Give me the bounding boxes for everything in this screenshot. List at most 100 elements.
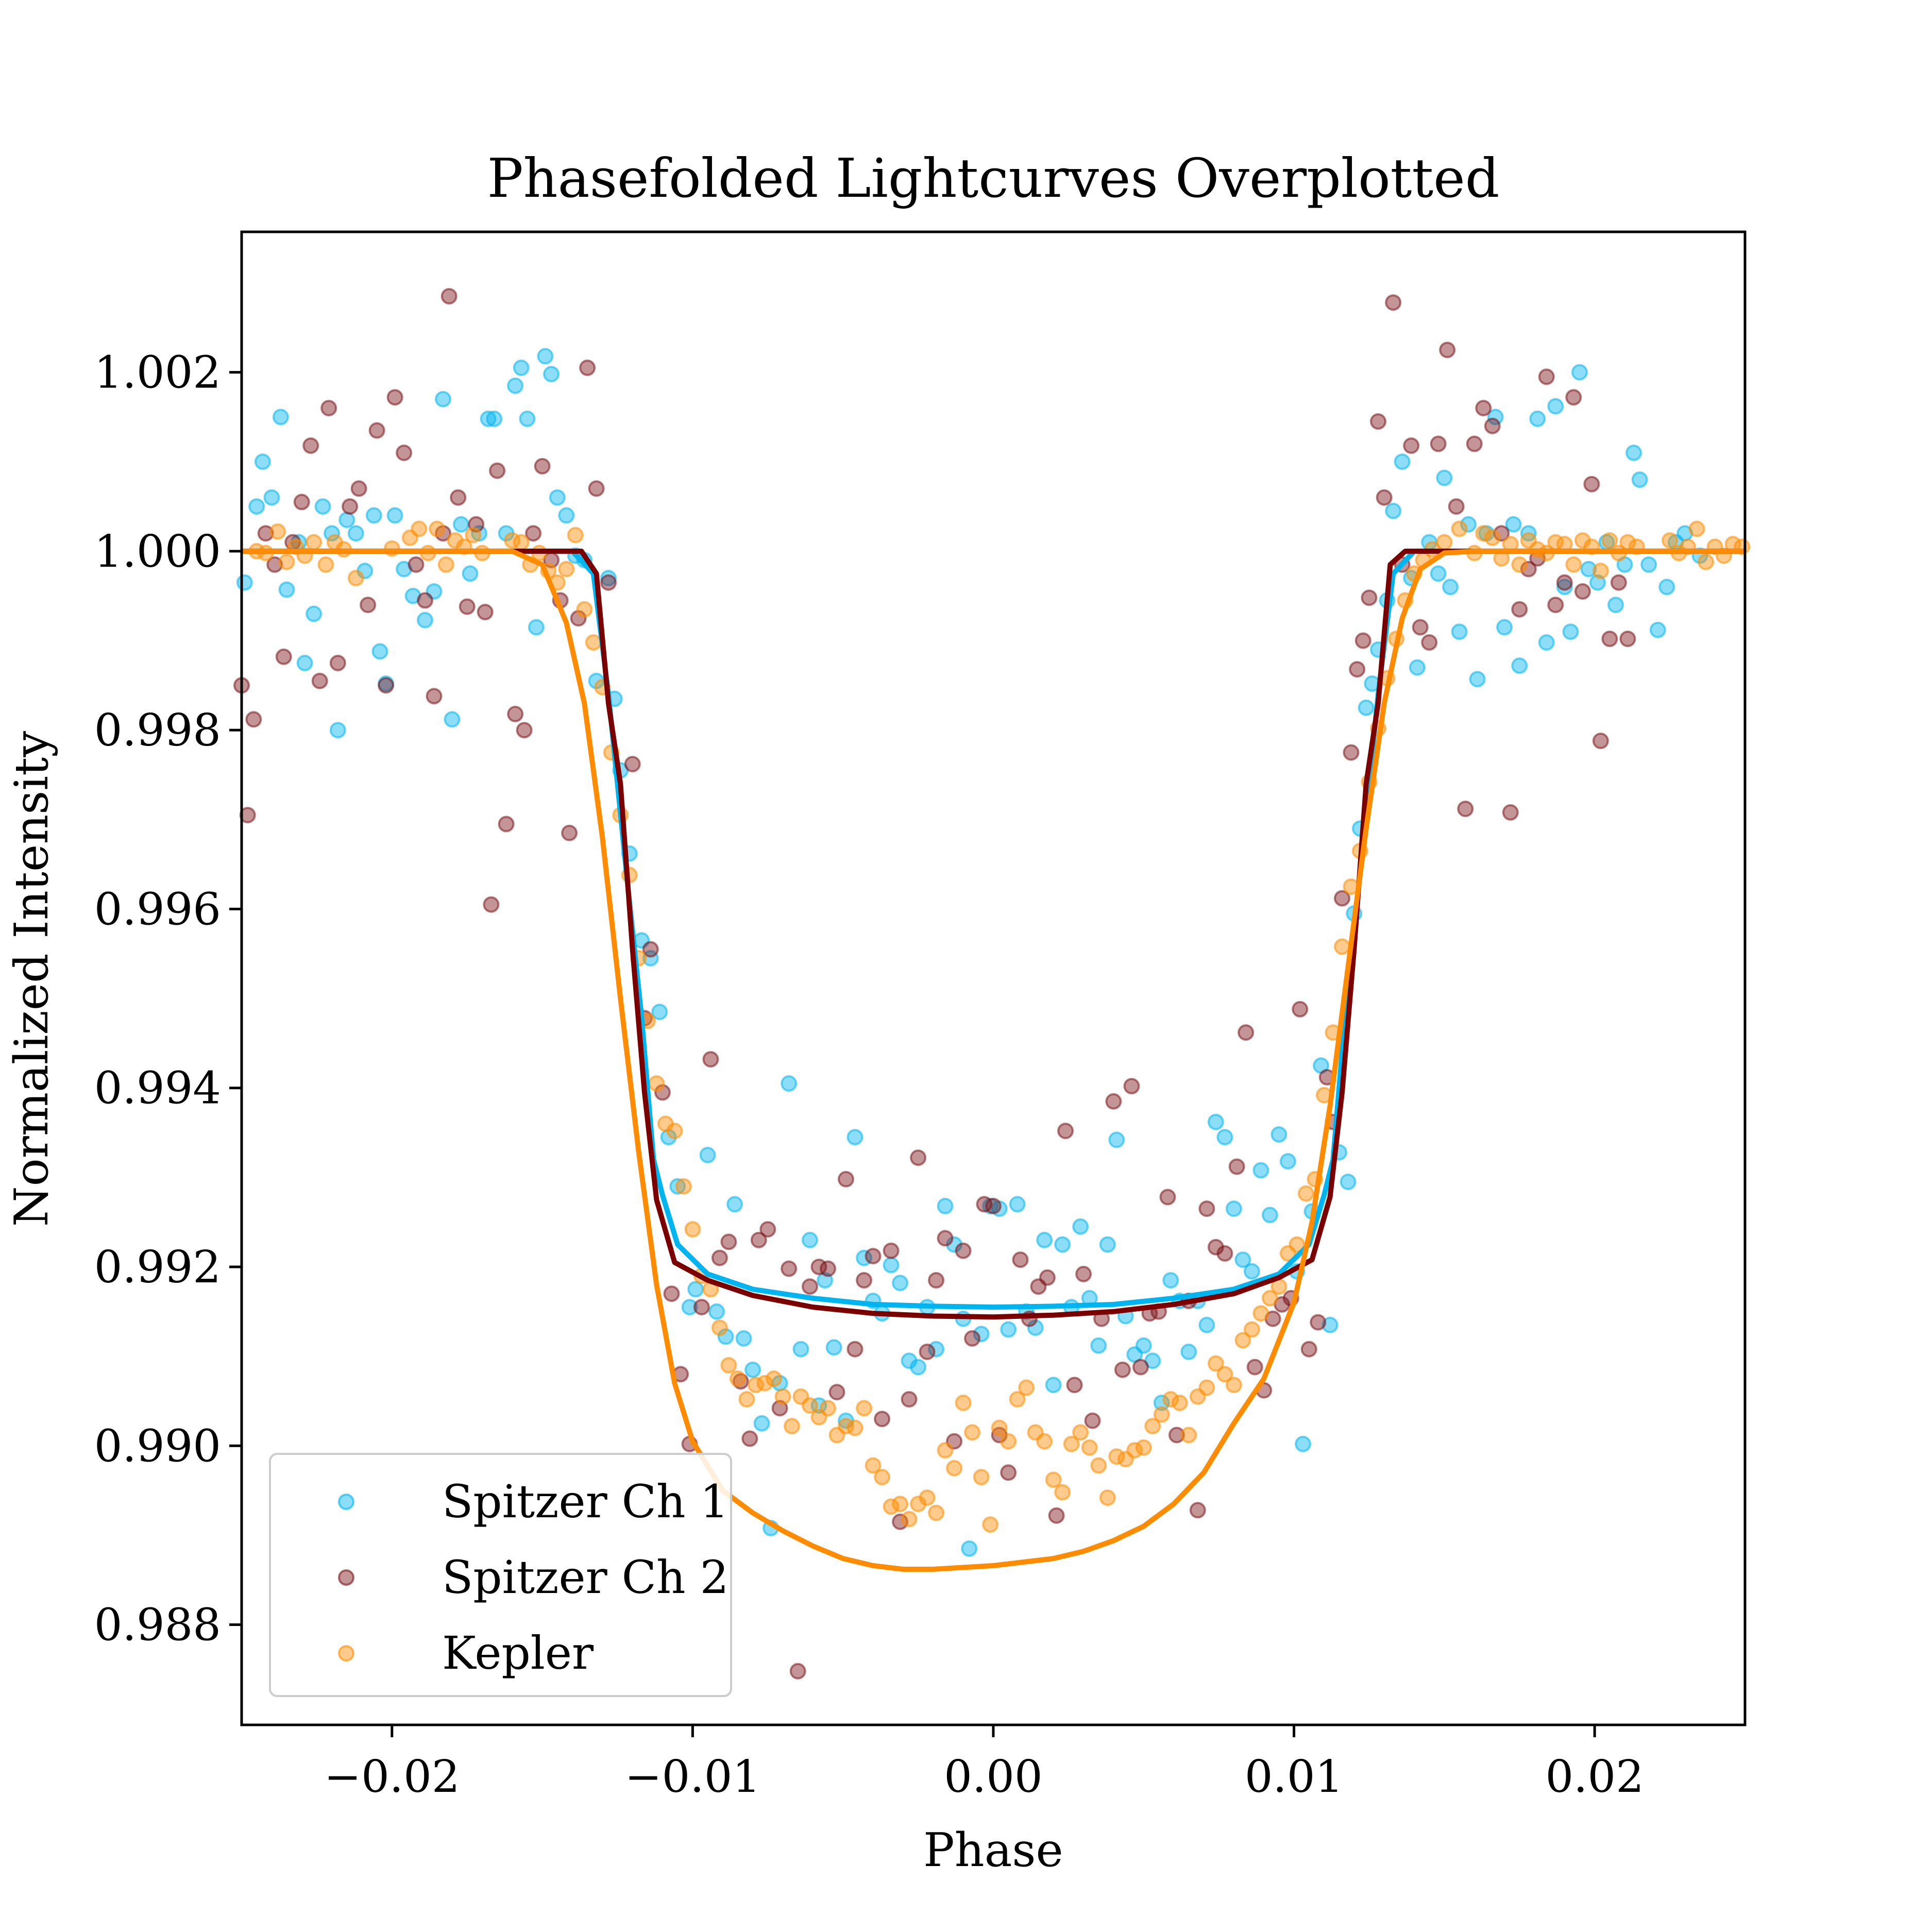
data-point xyxy=(1036,1231,1053,1248)
data-point xyxy=(1045,1377,1062,1394)
legend-label-spitzer-ch-2: Spitzer Ch 2 xyxy=(442,1551,729,1604)
data-point xyxy=(1114,1361,1131,1378)
data-point xyxy=(1370,413,1386,430)
data-point xyxy=(874,1411,891,1428)
data-point xyxy=(411,520,428,537)
data-point xyxy=(1252,1305,1269,1322)
data-point xyxy=(1496,619,1513,636)
data-point xyxy=(269,523,286,540)
data-point xyxy=(1394,453,1411,470)
data-point xyxy=(1000,1433,1017,1450)
data-point xyxy=(1090,1457,1107,1474)
data-point xyxy=(1066,1377,1083,1394)
data-point xyxy=(1072,1424,1089,1441)
data-point xyxy=(820,1400,836,1417)
data-point xyxy=(329,722,346,739)
data-point xyxy=(1547,398,1564,415)
data-point xyxy=(263,489,280,506)
data-point xyxy=(1451,623,1468,640)
data-point xyxy=(973,1469,990,1485)
data-point xyxy=(883,1257,900,1274)
data-point xyxy=(1538,634,1555,651)
data-point xyxy=(486,410,503,427)
data-point xyxy=(675,1178,692,1195)
data-point xyxy=(1081,1439,1098,1456)
data-point xyxy=(1243,1263,1260,1280)
data-point xyxy=(781,1075,798,1092)
data-point xyxy=(347,525,364,542)
data-point xyxy=(257,525,274,542)
data-point xyxy=(528,619,545,636)
data-point xyxy=(1556,579,1573,596)
y-tick-label: 0.988 xyxy=(94,1600,221,1651)
data-point xyxy=(317,556,334,573)
data-point xyxy=(1511,601,1528,618)
data-point xyxy=(1421,634,1438,651)
data-point xyxy=(1238,1024,1255,1041)
data-point xyxy=(1292,1001,1309,1018)
data-point xyxy=(1168,1427,1185,1444)
data-point xyxy=(1493,525,1510,542)
data-point xyxy=(440,288,457,304)
data-point xyxy=(534,457,551,474)
data-point xyxy=(1252,1162,1269,1179)
data-point xyxy=(272,409,289,426)
data-point xyxy=(1607,597,1624,614)
data-point xyxy=(892,1513,909,1530)
data-point xyxy=(687,1281,704,1298)
data-point xyxy=(1090,1337,1107,1354)
data-point xyxy=(820,1260,836,1277)
data-point xyxy=(329,654,346,671)
data-point xyxy=(1039,1269,1056,1286)
data-point xyxy=(1297,1185,1314,1202)
data-point xyxy=(666,1123,683,1140)
data-point xyxy=(955,1394,972,1411)
data-point xyxy=(245,711,262,728)
data-point xyxy=(961,1540,978,1557)
data-point xyxy=(1430,565,1447,582)
data-point xyxy=(955,1242,972,1259)
data-point xyxy=(1216,1129,1233,1146)
y-tick-label: 0.994 xyxy=(94,1063,221,1114)
data-point xyxy=(459,598,476,615)
data-point xyxy=(1466,435,1483,452)
x-tick-label: −0.02 xyxy=(324,1751,460,1803)
data-point xyxy=(1649,621,1666,638)
data-point xyxy=(1162,1391,1179,1408)
data-point xyxy=(1144,1418,1161,1435)
data-point xyxy=(1658,579,1675,596)
y-axis-label: Normalized Intensity xyxy=(5,731,59,1227)
data-point xyxy=(1340,1174,1357,1190)
data-point xyxy=(417,612,433,629)
data-point xyxy=(600,570,617,586)
data-point xyxy=(1108,1131,1125,1148)
data-point xyxy=(828,1384,845,1401)
data-point xyxy=(1198,1379,1215,1396)
data-point xyxy=(1261,1290,1278,1307)
data-point xyxy=(1180,1343,1197,1360)
data-point xyxy=(558,561,575,578)
data-point xyxy=(792,1341,809,1358)
data-point xyxy=(1084,1412,1101,1429)
data-point xyxy=(937,1230,954,1247)
data-point xyxy=(865,1457,882,1474)
data-point xyxy=(774,1388,791,1405)
data-point xyxy=(483,896,500,913)
data-point xyxy=(306,605,323,622)
data-point xyxy=(1045,1471,1062,1488)
data-point xyxy=(741,1430,758,1447)
data-point xyxy=(1289,1236,1306,1253)
data-point xyxy=(480,410,497,427)
data-point xyxy=(1625,444,1642,461)
data-point xyxy=(1412,619,1429,636)
x-tick-label: 0.00 xyxy=(944,1751,1042,1803)
data-point xyxy=(699,1146,716,1163)
data-point xyxy=(937,1442,954,1459)
data-point xyxy=(513,359,530,376)
data-point xyxy=(371,643,388,660)
data-point xyxy=(1225,1377,1242,1394)
series-spitzer-ch-2 xyxy=(233,288,1636,1680)
data-point xyxy=(901,1391,918,1408)
data-point xyxy=(368,422,385,439)
data-point xyxy=(1565,556,1582,573)
